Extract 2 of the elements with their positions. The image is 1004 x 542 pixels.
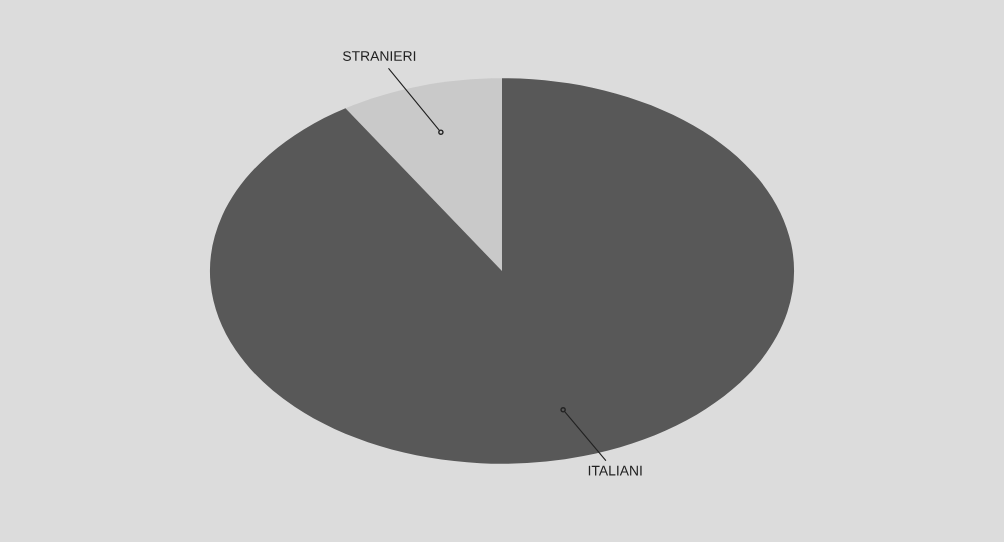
slice-label: STRANIERI xyxy=(342,51,416,61)
slice-label: ITALIANI xyxy=(588,465,642,476)
